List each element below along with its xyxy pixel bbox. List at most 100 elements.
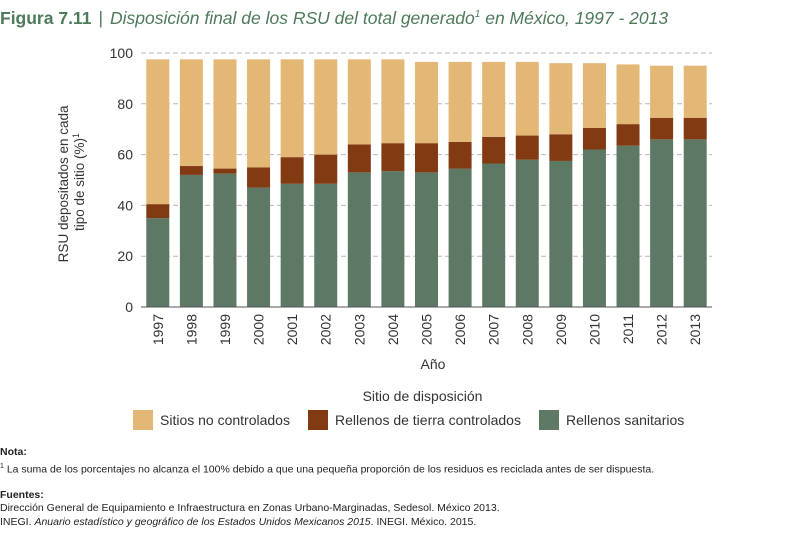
bar-rellenos-de-tierra-controlados-2000 [247,167,271,188]
x-tick-label-2003: 2003 [351,314,367,345]
bar-sitios-no-controlados-2001 [280,59,304,158]
bar-rellenos-sanitarios-2001 [280,183,304,307]
y-axis-label-line2: tipo de sitio (%)1 [71,133,87,231]
x-tick-labels: 1997 1998 1999 2000 2001 2002 2003 2004 2005 2006… [150,314,703,345]
bar-rellenos-de-tierra-controlados-2013 [683,117,707,140]
fuente-1: Dirección General de Equipamiento e Infr… [0,502,500,514]
bar-rellenos-sanitarios-1997 [146,218,170,307]
bar-rellenos-sanitarios-2006 [448,168,472,307]
bar-rellenos-sanitarios-2013 [683,139,707,307]
bar-rellenos-de-tierra-controlados-2005 [415,143,438,173]
x-tick-label-2011: 2011 [620,314,636,344]
y-tick-label-40: 40 [117,197,133,213]
legend-swatch-rellenos-tierra-controlados [307,410,328,430]
bar-sitios-no-controlados-2000 [247,59,271,168]
fuente-2-title: Anuario estadístico y geográfico de los … [34,515,371,528]
figure-title-suffix: en México, 1997 - 2013 [480,7,669,28]
bar-sitios-no-controlados-2003 [347,59,371,145]
bar-sitios-no-controlados-2009 [549,63,573,135]
bar-sitios-no-controlados-2005 [415,61,438,144]
bar-sitios-no-controlados-2012 [650,65,674,118]
x-tick-label-2006: 2006 [452,314,468,345]
bar-rellenos-de-tierra-controlados-2009 [549,134,573,161]
legend-title: Sitio de disposición [362,388,483,404]
figure-separator: | [98,7,103,28]
bars [146,59,707,307]
fuente-2: INEGI. Anuario estadístico y geográfico … [0,516,654,530]
bar-sitios-no-controlados-1997 [146,59,170,205]
figure-title-text: Disposición final de los RSU del total g… [109,7,475,28]
bar-rellenos-sanitarios-2005 [415,172,438,307]
nota-text-line: 1 La suma de los porcentajes no alcanza … [0,460,654,477]
figure-title: Disposición final de los RSU del total g… [110,8,668,28]
x-tick-label-2004: 2004 [385,314,401,345]
y-tick-label-80: 80 [117,96,133,112]
bar-sitios-no-controlados-2011 [616,64,640,125]
bar-rellenos-de-tierra-controlados-2008 [515,135,539,160]
bar-rellenos-de-tierra-controlados-1998 [179,166,203,175]
bar-rellenos-sanitarios-2000 [247,187,271,307]
bar-rellenos-sanitarios-1998 [179,174,203,307]
bar-rellenos-de-tierra-controlados-2003 [347,144,371,173]
bar-sitios-no-controlados-1998 [179,59,203,167]
bar-rellenos-sanitarios-2012 [650,139,674,307]
y-tick-label-100: 100 [110,45,134,61]
y-tick-label-0: 0 [125,299,133,315]
bar-rellenos-de-tierra-controlados-2001 [280,157,304,184]
figure-title-bar: Figura 7.11 | Disposición final de los RSU… [0,4,668,29]
legend-item-rellenos-sanitarios: Rellenos sanitarios [538,410,685,430]
legend-swatch-rellenos-sanitarios [538,410,559,430]
nota-text: La suma de los porcentajes no alcanza el… [3,463,655,475]
x-tick-label-2002: 2002 [318,314,334,345]
x-tick-label-1998: 1998 [183,314,199,345]
stacked-bar-chart: 0 20 40 60 80 100 1997 1998 1999 2000 2001 2002 200… [56,45,712,372]
bar-sitios-no-controlados-2010 [582,63,606,128]
bar-rellenos-de-tierra-controlados-2006 [448,141,472,169]
bar-rellenos-de-tierra-controlados-2007 [482,136,506,164]
x-tick-label-2000: 2000 [251,314,267,345]
x-tick-label-2008: 2008 [519,314,535,345]
bar-sitios-no-controlados-2008 [515,61,539,136]
x-axis-label: Año [421,356,446,372]
x-tick-label-2009: 2009 [553,314,569,345]
bar-rellenos-de-tierra-controlados-2004 [381,143,405,172]
x-tick-label-1997: 1997 [150,314,166,345]
y-axis-label-line1: RSU depositados en cada [56,105,71,262]
bar-rellenos-sanitarios-2007 [482,163,506,307]
y-tick-label-20: 20 [117,248,133,264]
bar-sitios-no-controlados-2007 [482,61,506,137]
bar-rellenos-de-tierra-controlados-2002 [314,154,338,184]
legend-swatch-sitios-no-controlados [133,410,153,430]
legend-label-rellenos-tierra-controlados: Rellenos de tierra controlados [334,412,521,428]
fuentes-header: Fuentes: [0,488,44,501]
bar-sitios-no-controlados-1999 [213,59,237,169]
legend-item-rellenos-tierra-controlados: Rellenos de tierra controlados [307,410,521,430]
bar-rellenos-sanitarios-2009 [549,160,573,307]
legend-label-rellenos-sanitarios: Rellenos sanitarios [565,412,685,428]
nota-header: Nota: [0,446,27,458]
figure-title-superscript: 1 [474,9,481,20]
fuente-2-suffix: . INEGI. México. 2015. [370,515,477,528]
y-axis-label-line2-text: tipo de sitio (%) [72,138,87,231]
y-axis-label-superscript: 1 [71,133,81,138]
y-tick-labels: 0 20 40 60 80 100 [110,45,134,315]
bar-rellenos-de-tierra-controlados-1999 [213,168,237,174]
x-tick-label-2005: 2005 [419,314,435,345]
x-tick-label-2013: 2013 [687,314,703,345]
bar-sitios-no-controlados-2013 [683,65,707,118]
legend-label-sitios-no-controlados: Sitios no controlados [160,412,290,428]
notes-section: Nota: 1 La suma de los porcentajes no al… [0,446,654,529]
bar-rellenos-sanitarios-2011 [616,145,640,307]
figure-label: Figura 7.11 [0,7,92,28]
x-tick-label-2012: 2012 [654,314,670,345]
bar-rellenos-de-tierra-controlados-2010 [582,127,606,150]
bar-rellenos-de-tierra-controlados-2012 [650,117,674,140]
bar-rellenos-sanitarios-2008 [515,159,539,307]
bar-sitios-no-controlados-2006 [448,61,472,142]
x-tick-label-2010: 2010 [586,314,602,345]
legend-item-sitios-no-controlados: Sitios no controlados [133,410,290,430]
bar-rellenos-sanitarios-2002 [314,183,338,307]
bar-sitios-no-controlados-2004 [381,59,405,144]
legend: Sitios no controlados Rellenos de tierra… [133,410,702,430]
x-tick-label-2007: 2007 [486,314,502,345]
